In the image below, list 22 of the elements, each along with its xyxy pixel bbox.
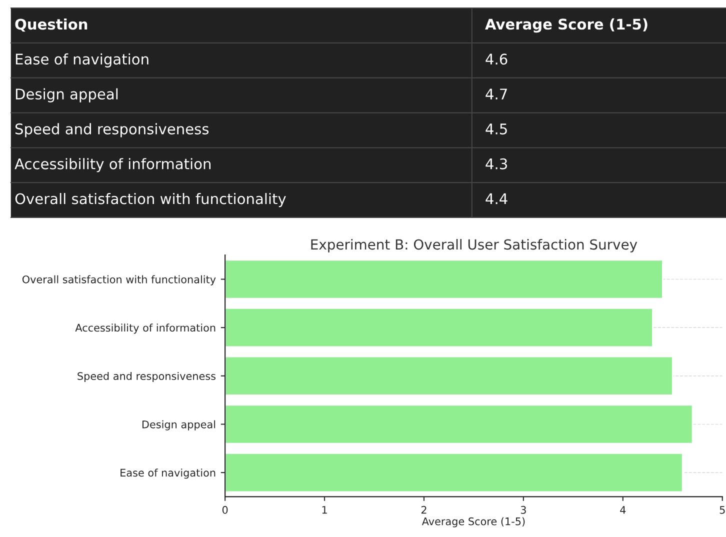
y-tick-label: Speed and responsiveness (78, 372, 216, 382)
y-tick-label: Design appeal (142, 420, 216, 430)
x-tick-label: 4 (620, 506, 626, 514)
text: 4.4 (486, 193, 508, 204)
x-tick-label: 1 (322, 506, 327, 514)
x-tick-label: 5 (720, 506, 725, 514)
text: Question (15, 18, 88, 32)
x-tick-label: 2 (421, 506, 426, 514)
chart-title: Experiment B: Overall User Satisfaction Survey (311, 238, 638, 252)
text: 4.6 (486, 54, 508, 65)
text: Average Score (1-5) (485, 18, 648, 33)
text: 4.7 (486, 88, 507, 100)
y-tick-label: Overall satisfaction with functionality (22, 275, 216, 286)
x-tick-label: 0 (222, 506, 228, 514)
text: Design appeal (16, 88, 118, 102)
text: 4.3 (486, 158, 507, 170)
text: Ease of navigation (16, 53, 148, 68)
y-tick-label: Ease of navigation (120, 468, 216, 479)
y-tick-label: Accessibility of information (75, 324, 216, 334)
x-tick-label: 3 (520, 506, 526, 514)
text: 4.5 (486, 124, 507, 134)
x-axis-title: Average Score (1-5) (422, 517, 525, 528)
